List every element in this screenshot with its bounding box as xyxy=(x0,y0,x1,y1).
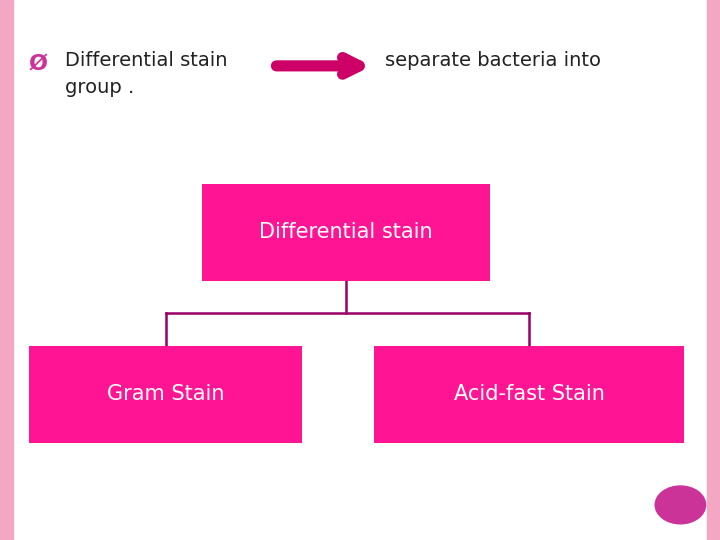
Bar xyxy=(707,0,720,540)
FancyBboxPatch shape xyxy=(29,346,302,443)
FancyBboxPatch shape xyxy=(202,184,490,281)
FancyBboxPatch shape xyxy=(374,346,684,443)
Text: separate bacteria into: separate bacteria into xyxy=(385,51,601,70)
Text: Ø: Ø xyxy=(29,54,48,74)
Text: Acid-fast Stain: Acid-fast Stain xyxy=(454,384,605,404)
Text: Differential stain: Differential stain xyxy=(258,222,433,242)
Text: Differential stain: Differential stain xyxy=(65,51,228,70)
Circle shape xyxy=(655,486,706,524)
Bar xyxy=(0,0,13,540)
Text: group .: group . xyxy=(65,78,134,97)
Text: Gram Stain: Gram Stain xyxy=(107,384,225,404)
